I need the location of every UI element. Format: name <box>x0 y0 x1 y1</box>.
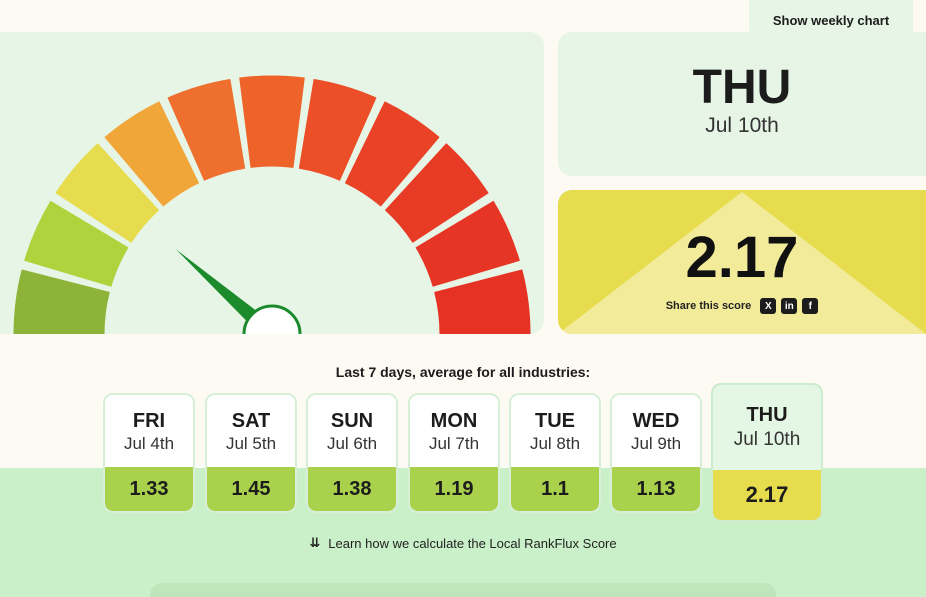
tile-day: SUN <box>330 410 374 432</box>
gauge-segment <box>415 200 520 287</box>
gauge-segment <box>24 200 129 287</box>
share-label: Share this score <box>665 300 752 312</box>
download-arrows-icon: ⇊ <box>309 535 321 550</box>
tile-date: Jul 10th <box>733 429 801 450</box>
tile-date: Jul 8th <box>529 434 581 453</box>
tile-date: Jul 7th <box>428 434 480 453</box>
bottom-panel-edge <box>150 583 776 597</box>
tile-score: 1.13 <box>612 467 700 511</box>
tile-day: MON <box>430 410 478 432</box>
linkedin-icon[interactable]: in <box>781 298 798 314</box>
gauge-segment <box>385 143 489 243</box>
tile-day: WED <box>632 410 680 432</box>
tile-date: Jul 4th <box>123 434 175 453</box>
tile-score: 1.38 <box>308 467 396 511</box>
current-date: Jul 10th <box>705 114 779 137</box>
gauge-segment <box>13 269 110 334</box>
day-tile-sat[interactable]: SAT Jul 5th 1.45 <box>205 393 297 513</box>
tile-score: 1.1 <box>511 467 599 511</box>
share-row: Share this score X in f <box>558 298 926 314</box>
tile-score: 1.45 <box>207 467 295 511</box>
day-tile-sun[interactable]: SUN Jul 6th 1.38 <box>306 393 398 513</box>
gauge-graphic <box>13 75 531 334</box>
tile-day: SAT <box>231 410 271 432</box>
score-value: 2.17 <box>685 225 799 290</box>
gauge-segment <box>434 269 531 334</box>
x-icon[interactable]: X <box>760 298 777 314</box>
gauge-hub <box>242 304 302 334</box>
tile-day: THU <box>746 404 788 426</box>
learn-how-link[interactable]: ⇊ Learn how we calculate the Local RankF… <box>0 535 926 551</box>
gauge-segment <box>104 101 199 207</box>
tile-score: 1.19 <box>410 467 498 511</box>
tile-day: FRI <box>132 410 166 432</box>
tile-score: 1.33 <box>105 467 193 511</box>
gauge-segment <box>167 78 246 181</box>
tile-date: Jul 5th <box>225 434 277 453</box>
day-tile-mon[interactable]: MON Jul 7th 1.19 <box>408 393 500 513</box>
gauge-segment <box>239 75 305 168</box>
current-day: THU <box>692 61 792 114</box>
day-tile-tue[interactable]: TUE Jul 8th 1.1 <box>509 393 601 513</box>
facebook-icon[interactable]: f <box>802 298 819 314</box>
current-day-card: THU Jul 10th <box>558 32 926 176</box>
gauge-segment <box>55 143 159 243</box>
day-tile-wed[interactable]: WED Jul 9th 1.13 <box>610 393 702 513</box>
learn-how-link-label: Learn how we calculate the Local RankFlu… <box>328 535 617 551</box>
gauge-segment <box>345 101 440 207</box>
day-tile-fri[interactable]: FRI Jul 4th 1.33 <box>103 393 195 513</box>
score-gauge <box>0 32 544 334</box>
tile-score: 2.17 <box>713 470 821 520</box>
tile-date: Jul 6th <box>326 434 378 453</box>
gauge-segment <box>298 78 377 181</box>
day-tile-thu[interactable]: THU Jul 10th 2.17 <box>711 383 823 522</box>
score-card: 2.17 Share this score X in f <box>558 190 926 334</box>
tile-date: Jul 9th <box>630 434 682 453</box>
tile-day: TUE <box>535 410 575 432</box>
score-card-triangle <box>558 192 926 334</box>
week-title: Last 7 days, average for all industries: <box>335 364 591 380</box>
